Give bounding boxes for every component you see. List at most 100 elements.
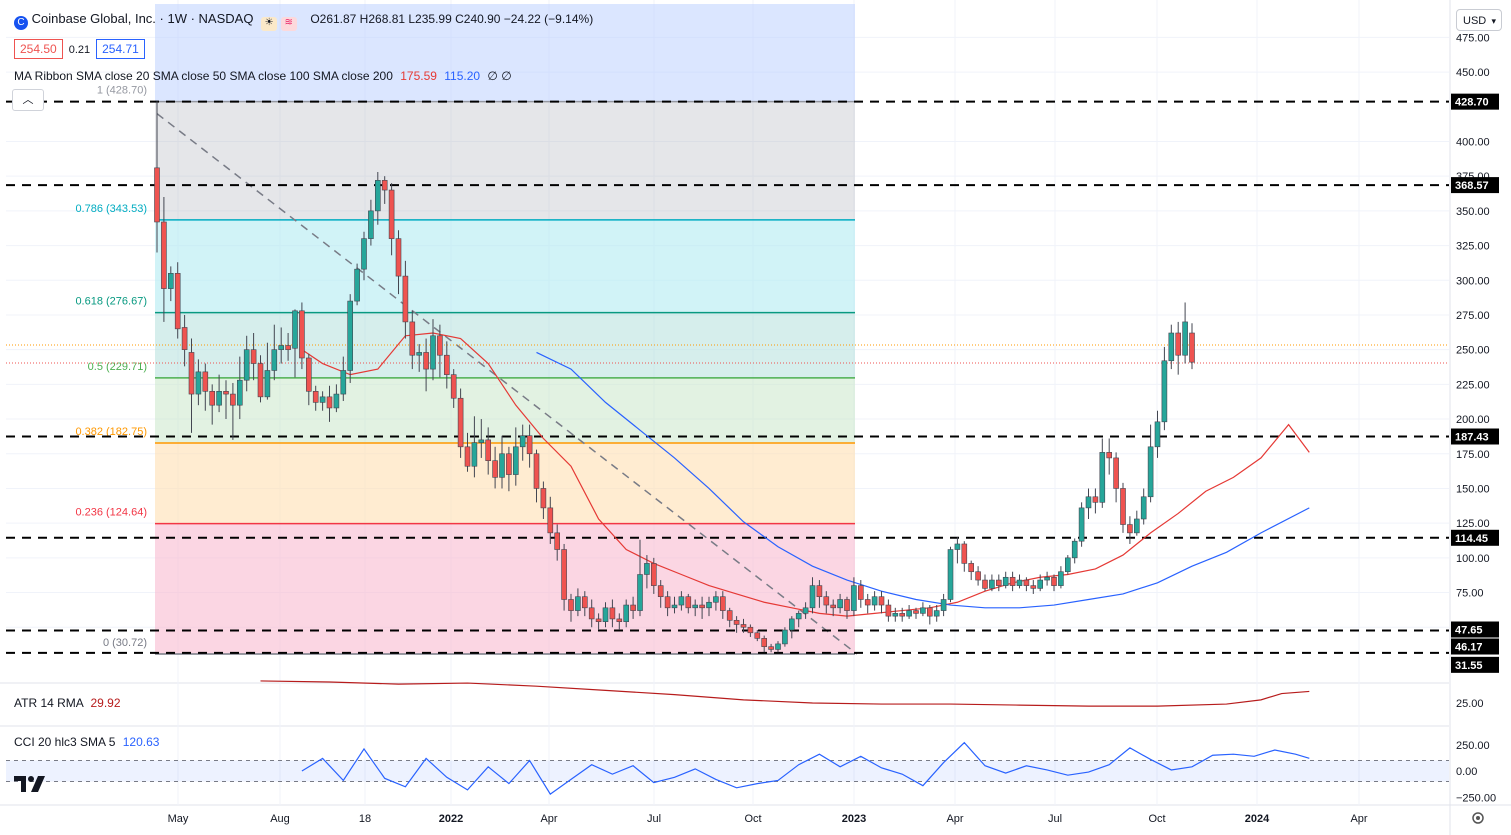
- candle[interactable]: [926, 605, 933, 625]
- cci-legend[interactable]: CCI 20 hlc3 SMA 5 120.63: [14, 735, 159, 749]
- candle[interactable]: [561, 543, 567, 611]
- candle[interactable]: [292, 309, 298, 378]
- candle[interactable]: [568, 593, 574, 622]
- candle[interactable]: [395, 230, 402, 295]
- candle[interactable]: [871, 591, 878, 611]
- candle[interactable]: [478, 419, 485, 458]
- candle[interactable]: [1175, 321, 1181, 375]
- candle[interactable]: [492, 446, 498, 489]
- candle[interactable]: [361, 231, 367, 281]
- candle[interactable]: [1168, 324, 1175, 370]
- candle[interactable]: [319, 391, 326, 411]
- candle[interactable]: [602, 602, 609, 628]
- bid-price-button[interactable]: 254.50: [14, 39, 63, 59]
- candle[interactable]: [430, 319, 436, 381]
- candle[interactable]: [526, 424, 533, 468]
- candle[interactable]: [637, 539, 643, 617]
- candle[interactable]: [1078, 502, 1085, 547]
- candle[interactable]: [250, 333, 257, 381]
- candle[interactable]: [823, 591, 830, 614]
- candle[interactable]: [506, 446, 512, 492]
- candle[interactable]: [1127, 516, 1133, 544]
- candle[interactable]: [899, 607, 906, 622]
- candle[interactable]: [920, 602, 926, 617]
- candle[interactable]: [788, 616, 795, 639]
- candle[interactable]: [216, 374, 222, 413]
- candle[interactable]: [209, 384, 215, 425]
- candle[interactable]: [609, 599, 616, 628]
- candle[interactable]: [181, 314, 188, 367]
- candle[interactable]: [740, 618, 747, 633]
- candle[interactable]: [989, 574, 995, 592]
- candle[interactable]: [243, 335, 250, 392]
- candle[interactable]: [381, 176, 388, 204]
- candle[interactable]: [195, 359, 202, 406]
- candle[interactable]: [768, 643, 774, 653]
- candle[interactable]: [1140, 488, 1147, 525]
- candle[interactable]: [933, 605, 940, 622]
- candle[interactable]: [857, 580, 864, 608]
- currency-select[interactable]: USD ▾: [1456, 9, 1502, 31]
- candle[interactable]: [305, 353, 312, 406]
- candle[interactable]: [575, 588, 581, 617]
- candle[interactable]: [664, 591, 671, 617]
- candle[interactable]: [471, 416, 478, 478]
- candle[interactable]: [795, 610, 802, 628]
- candle[interactable]: [202, 363, 209, 411]
- candle[interactable]: [1085, 488, 1092, 519]
- candle[interactable]: [299, 302, 305, 370]
- candle[interactable]: [726, 607, 733, 628]
- candle[interactable]: [1037, 574, 1043, 592]
- candle[interactable]: [837, 593, 843, 614]
- ma-ribbon-legend[interactable]: MA Ribbon SMA close 20 SMA close 50 SMA …: [14, 69, 512, 83]
- candle[interactable]: [1058, 566, 1064, 589]
- candle[interactable]: [388, 183, 395, 256]
- symbol-title[interactable]: Coinbase Global, Inc. · 1W · NASDAQ: [31, 11, 254, 26]
- atr-legend[interactable]: ATR 14 RMA 29.92: [14, 696, 121, 710]
- candle[interactable]: [816, 580, 823, 608]
- candle[interactable]: [154, 101, 160, 253]
- candle[interactable]: [312, 385, 319, 411]
- candle[interactable]: [644, 555, 650, 589]
- candle[interactable]: [761, 635, 768, 653]
- candle[interactable]: [547, 496, 554, 544]
- candle[interactable]: [733, 616, 740, 633]
- candle[interactable]: [1009, 571, 1016, 592]
- candle[interactable]: [464, 432, 471, 472]
- candle[interactable]: [1071, 538, 1078, 564]
- candle[interactable]: [1161, 346, 1168, 431]
- candle[interactable]: [650, 557, 657, 594]
- candle[interactable]: [623, 599, 630, 628]
- candle[interactable]: [374, 172, 381, 225]
- candle[interactable]: [1065, 555, 1071, 575]
- candle[interactable]: [706, 596, 712, 617]
- candle[interactable]: [982, 574, 988, 592]
- candle[interactable]: [457, 388, 464, 458]
- candle[interactable]: [409, 310, 416, 370]
- candle[interactable]: [968, 560, 975, 581]
- candle[interactable]: [809, 577, 816, 614]
- candle[interactable]: [940, 593, 947, 617]
- candle[interactable]: [1044, 571, 1050, 586]
- candle[interactable]: [485, 427, 492, 475]
- candle[interactable]: [671, 596, 678, 614]
- candle[interactable]: [747, 624, 754, 637]
- candle[interactable]: [878, 591, 885, 614]
- candle[interactable]: [554, 524, 561, 561]
- candle[interactable]: [533, 449, 540, 503]
- candle[interactable]: [1051, 574, 1057, 592]
- candle[interactable]: [885, 599, 892, 622]
- candle[interactable]: [519, 424, 526, 461]
- candle[interactable]: [161, 196, 167, 322]
- candle[interactable]: [437, 324, 443, 378]
- candle[interactable]: [1189, 323, 1195, 370]
- candle[interactable]: [616, 613, 623, 631]
- candle[interactable]: [685, 593, 692, 614]
- candle[interactable]: [333, 384, 340, 413]
- candle[interactable]: [630, 596, 636, 619]
- candle[interactable]: [1016, 574, 1023, 589]
- candle[interactable]: [278, 327, 285, 364]
- candle[interactable]: [174, 262, 181, 339]
- candle[interactable]: [719, 591, 726, 619]
